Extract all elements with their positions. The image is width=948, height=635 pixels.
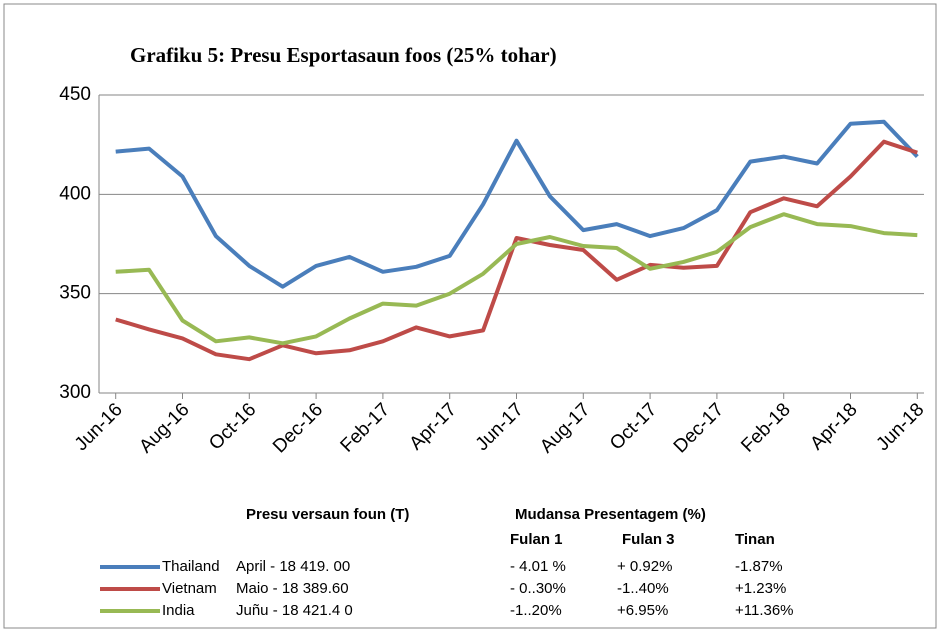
table-subheader: Fulan 1 (510, 531, 563, 548)
series-line (115, 139, 918, 362)
table-cell: -1.87% (735, 558, 783, 575)
y-tick-label: 400 (59, 183, 91, 204)
table-cell: + 0.92% (617, 558, 672, 575)
table-cell: +1.23% (735, 580, 786, 597)
table-cell: Maio - 18 389.60 (236, 580, 349, 597)
table-cell: +11.36% (735, 602, 794, 619)
table-subheader: Fulan 3 (622, 531, 675, 548)
table-cell: -1..40% (617, 580, 669, 597)
table-header: Presu versaun foun (T) (246, 506, 409, 523)
table-cell: Juñu - 18 421.4 0 (236, 602, 353, 619)
table-cell: April - 18 419. 00 (236, 558, 350, 575)
series-line (115, 212, 918, 346)
chart-frame (3, 3, 937, 629)
series-line (115, 119, 919, 289)
legend-label: India (162, 602, 195, 619)
table-cell: - 0..30% (510, 580, 566, 597)
table-subheader: Tinan (735, 531, 775, 548)
legend-label: Thailand (162, 558, 220, 575)
y-tick-label: 450 (59, 84, 91, 105)
table-cell: +6.95% (617, 602, 668, 619)
table-cell: -1..20% (510, 602, 562, 619)
table-cell: - 4.01 % (510, 558, 566, 575)
legend-label: Vietnam (162, 580, 217, 597)
table-header: Mudansa Presentagem (%) (515, 506, 706, 523)
chart-title: Grafiku 5: Presu Esportasaun foos (25% t… (130, 43, 557, 67)
y-tick-label: 350 (59, 283, 91, 304)
y-tick-label: 300 (59, 382, 91, 403)
